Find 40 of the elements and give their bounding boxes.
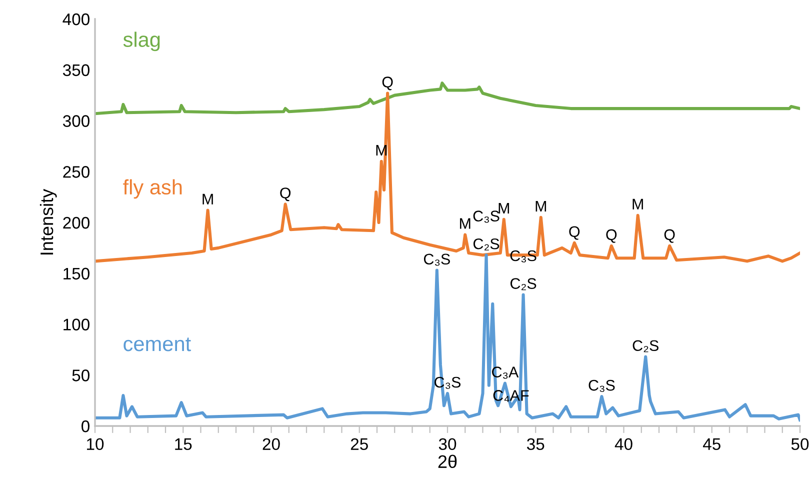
x-tick-label: 15 (175, 438, 192, 450)
x-tick-label: 40 (614, 438, 632, 450)
series-label: fly ash (123, 179, 182, 199)
x-tick-label: 50 (791, 438, 809, 450)
annotation: M (202, 194, 213, 204)
annotation: Q (569, 226, 580, 240)
annotation: C₂S (632, 340, 658, 352)
x-tick-label: 30 (438, 438, 456, 450)
x-tick-label: 10 (87, 438, 104, 450)
annotation: M (460, 218, 470, 229)
y-axis-title: Intensity (40, 188, 57, 254)
annotation: C₃S (473, 210, 500, 223)
y-tick-label: 300 (62, 115, 90, 127)
x-tick-label: 35 (526, 438, 544, 450)
annotation: M (632, 198, 643, 210)
annotation: Q (606, 229, 617, 243)
y-tick-label: 50 (72, 370, 90, 382)
y-tick-label: 400 (62, 13, 90, 26)
annotation: M (498, 202, 510, 214)
annotation: Q (382, 76, 393, 90)
annotation: C₃S (424, 254, 450, 266)
annotation: C₂S (510, 278, 536, 290)
annotation: C₂S (473, 238, 500, 250)
x-tick-label: 20 (262, 438, 280, 450)
y-tick-label: 0 (82, 420, 90, 432)
annotation: C₄AF (493, 390, 529, 402)
annotation: M (536, 200, 546, 212)
annotation: Q (664, 229, 675, 243)
annotation: Q (280, 188, 291, 202)
x-tick-label: 25 (350, 438, 368, 450)
text: cement (124, 338, 191, 352)
y-tick-label: 200 (63, 216, 90, 229)
x-axis-title: 2θ (438, 454, 457, 468)
annotation: C₃S (588, 380, 615, 392)
text: slag (123, 32, 160, 52)
y-tick-label: 150 (64, 268, 90, 280)
y-tick-label: 250 (63, 166, 90, 178)
y-tick-label: 350 (62, 64, 90, 76)
x-tick-label: 45 (702, 438, 720, 450)
y-tick-label: 100 (64, 318, 90, 330)
